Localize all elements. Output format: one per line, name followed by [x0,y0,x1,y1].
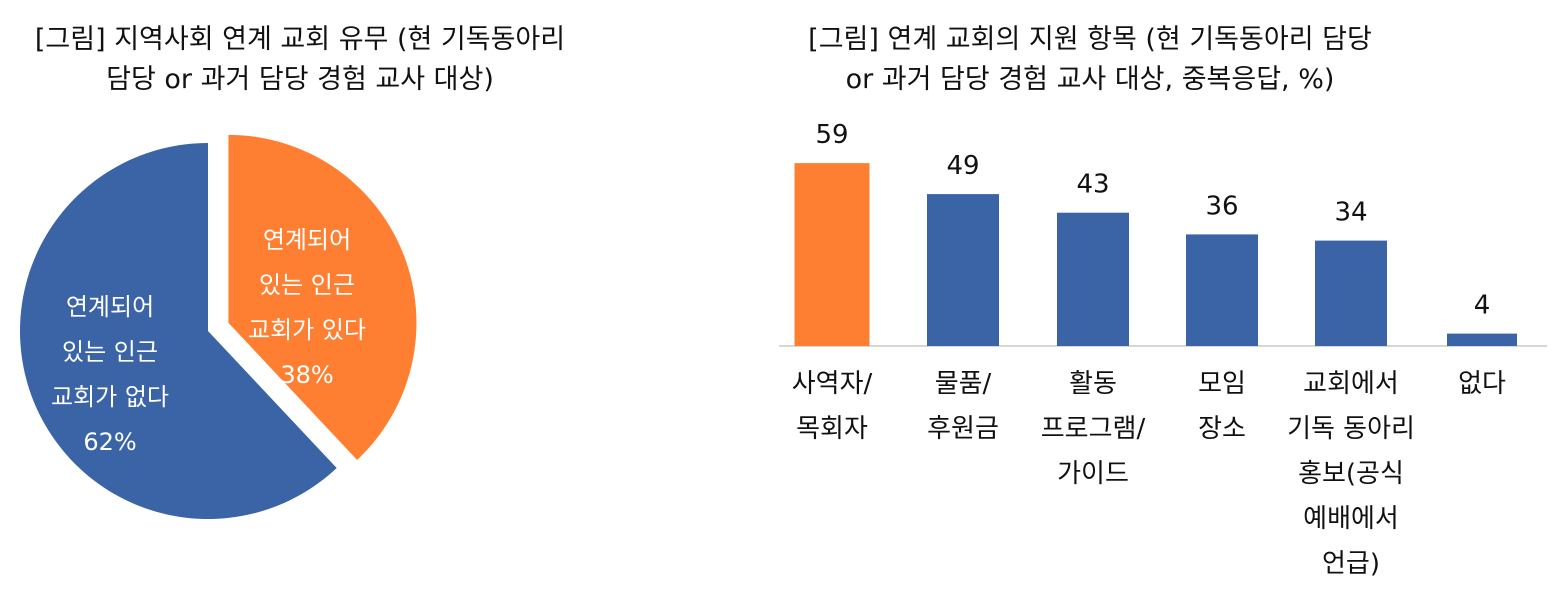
bar-0 [794,163,870,346]
bar-3-value-label: 36 [1205,191,1238,221]
pie-slice-1-label-line-1: 있는 인근 [62,338,158,366]
bar-5 [1447,333,1517,346]
pie-slice-0-label-line-0: 연계되어 [263,226,351,254]
bar-1 [927,194,999,346]
pie-slice-1-label-line-2: 교회가 없다 [51,383,169,411]
bar-1-value-label: 49 [946,151,979,181]
bar-3-category-line-1: 장소 [1198,414,1246,444]
pie-slice-0-label-line-2: 교회가 있다 [248,316,366,344]
bar-4-category-line-3: 예배에서 [1303,504,1399,534]
bar-4-value-label: 34 [1334,198,1367,228]
pie-chart-title: [그림] 지역사회 연계 교회 유무 (현 기독동아리 담당 or 과거 담당 … [0,20,600,100]
pie-slice-0-label-line-1: 있는 인근 [259,271,355,299]
bar-5-value-label: 4 [1474,291,1491,321]
pie-slice-0 [228,134,417,460]
bar-0-category-line-0: 사역자/ [792,369,873,399]
bar-2 [1057,212,1129,346]
bar-2-value-label: 43 [1076,170,1109,200]
bar-4-category-line-2: 홍보(공식 [1298,459,1404,489]
bar-title-line-1: [그림] 연계 교회의 지원 항목 (현 기독동아리 담당 [808,24,1372,55]
pie-title-line-1: [그림] 지역사회 연계 교회 유무 (현 기독동아리 [34,24,566,55]
bar-4-category-line-0: 교회에서 [1303,369,1399,399]
bar-2-category-line-0: 활동 [1069,369,1117,399]
bar-3 [1186,234,1258,346]
pie-title-line-2: 담당 or 과거 담당 경험 교사 대상) [106,64,494,95]
bar-3-category-line-0: 모임 [1198,369,1246,399]
bar-2-category-line-2: 가이드 [1057,459,1129,489]
bar-1-category-line-0: 물품/ [935,369,992,399]
bar-0-category-line-1: 목회자 [796,414,868,444]
pie-slice-1-label-line-0: 연계되어 [66,293,154,321]
bar-0-value-label: 59 [815,120,848,150]
bar-4-category-line-4: 언급) [1322,549,1380,579]
bar-4-category-line-1: 기독 동아리 [1287,414,1415,444]
bar-2-category-line-1: 프로그램/ [1041,414,1146,444]
bar-chart-title: [그림] 연계 교회의 지원 항목 (현 기독동아리 담당 or 과거 담당 경… [780,20,1400,100]
bar-1-category-line-1: 후원금 [927,414,999,444]
bar-5-category-line-0: 없다 [1458,369,1506,399]
pie-slice-1 [19,143,337,519]
bar-title-line-2: or 과거 담당 경험 교사 대상, 중복응답, %) [845,64,1335,95]
pie-slice-0-label-line-3: 38% [280,361,333,389]
bar-4 [1315,240,1387,346]
pie-slice-1-label-line-3: 62% [83,428,136,456]
